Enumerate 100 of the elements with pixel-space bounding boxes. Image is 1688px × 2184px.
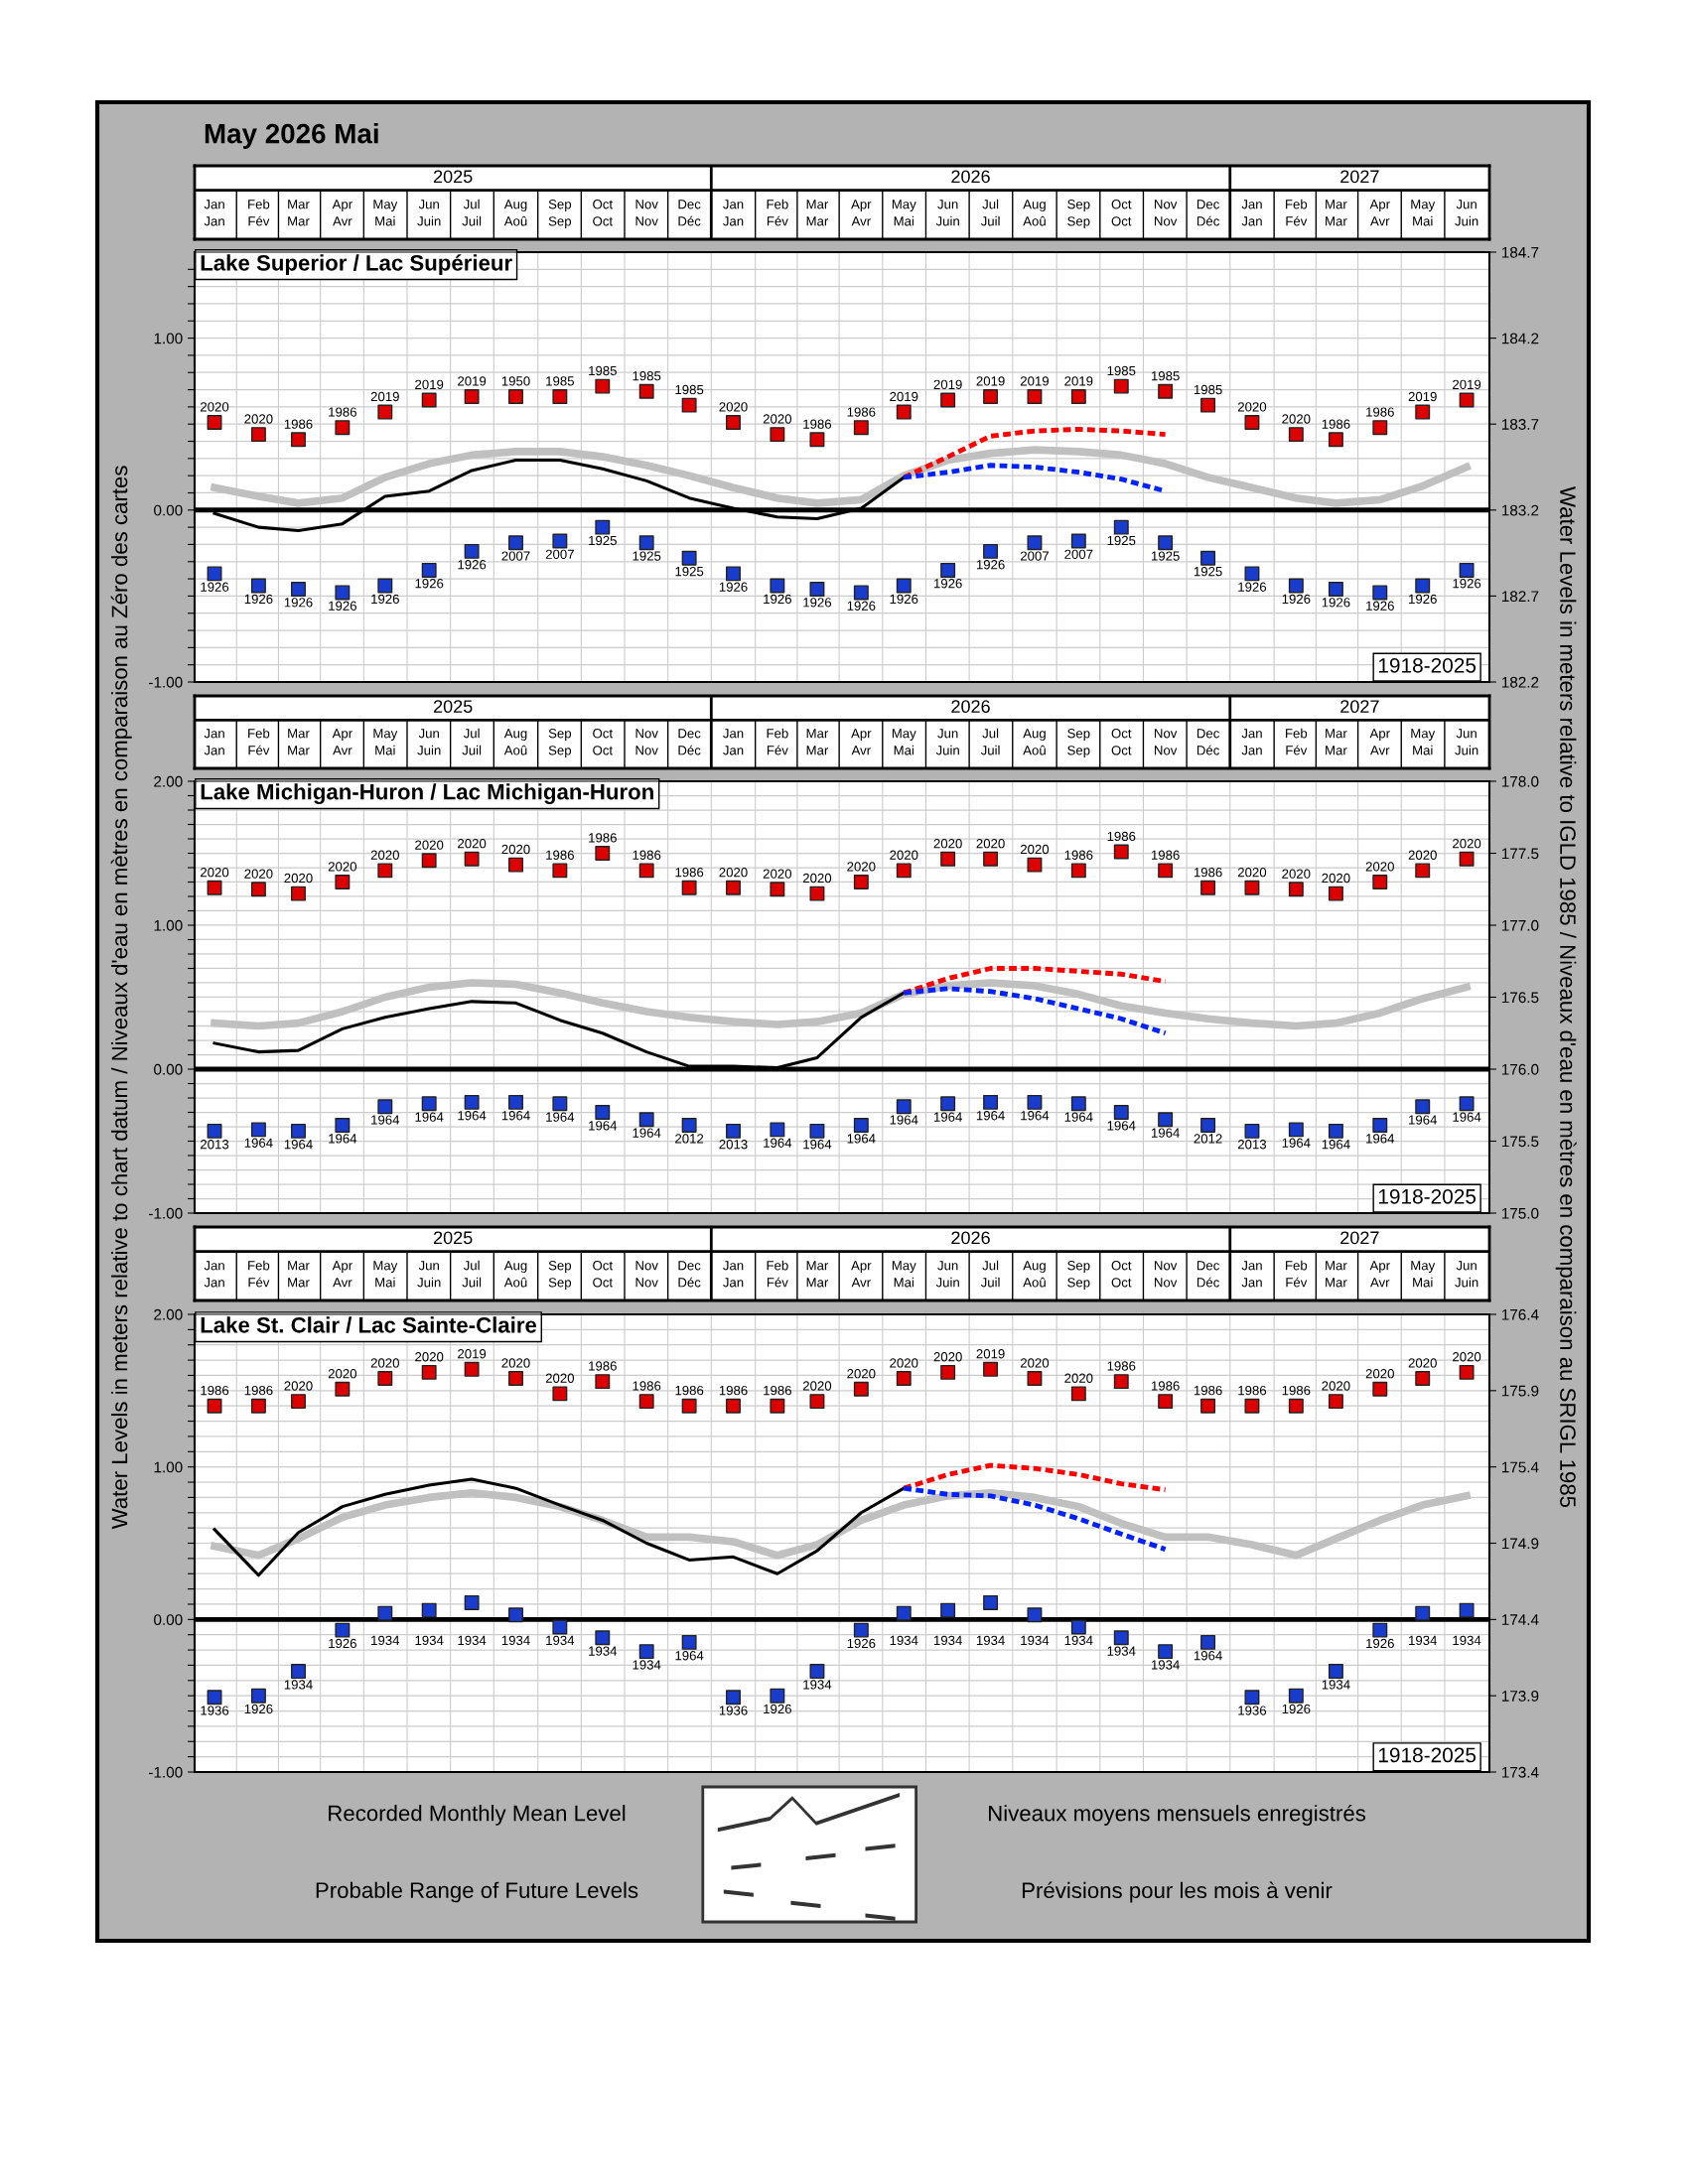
annotation: 1964 [976, 1111, 1005, 1121]
x-tick-label: May Mai [373, 729, 398, 755]
annotation: 1925 [675, 566, 704, 577]
annotation: 2019 [370, 391, 399, 402]
annotation: 1926 [1366, 601, 1394, 611]
annotation: 1926 [284, 598, 313, 608]
x-tick-label: Jun Juin [935, 1261, 959, 1288]
chart-subtitle: Lake Michigan-Huron / Lac Michigan-Huron [201, 783, 653, 804]
annotation: 1964 [1409, 1115, 1438, 1125]
annotation: 1934 [803, 1680, 832, 1690]
annotation: 1918-2025 [1378, 1747, 1477, 1763]
annotation: 2020 [370, 850, 399, 860]
annotation: 1926 [1409, 594, 1437, 605]
annotation: 2007 [501, 551, 530, 561]
y-tick-label: 0.00 [154, 504, 183, 516]
y2-tick-label: 176.5 [1501, 992, 1539, 1004]
x-tick-label: Jan Jan [204, 1261, 224, 1288]
annotation: 1926 [1282, 594, 1311, 605]
x-tick-label: Feb Fév [767, 199, 788, 226]
annotation: 1985 [1194, 384, 1222, 395]
y2-tick-label: 176.0 [1501, 1063, 1539, 1075]
annotation: 1926 [847, 1638, 876, 1649]
annotation: 1986 [329, 407, 356, 417]
x-tick-label: May Mai [892, 1261, 916, 1288]
annotation: 1986 [201, 1385, 229, 1396]
annotation: 2020 [1020, 844, 1050, 855]
annotation: 1964 [675, 1651, 704, 1661]
text: 2026 [951, 700, 990, 714]
y-tick-label: -1.00 [149, 1766, 183, 1778]
y-tick-label: 2.00 [154, 775, 183, 787]
annotation: 2013 [201, 1140, 229, 1150]
text: Probable Range of Future Levels [316, 1881, 638, 1903]
x-tick-label: May Mai [373, 200, 398, 226]
annotation: 2020 [458, 839, 487, 849]
x-tick-label: Apr Avr [332, 200, 352, 226]
x-tick-label: Mar Mar [1326, 1261, 1347, 1288]
x-tick-label: Mar Mar [806, 729, 829, 755]
annotation: 2020 [847, 862, 876, 872]
annotation: 1926 [458, 560, 487, 570]
x-tick-label: Mar Mar [288, 1261, 310, 1288]
annotation: 2020 [1020, 1358, 1050, 1368]
annotation: 2020 [890, 850, 918, 860]
text: Niveaux moyens mensuels enregistrés [989, 1804, 1366, 1826]
annotation: 1964 [244, 1138, 273, 1148]
annotation: 2020 [501, 844, 530, 855]
x-tick-label: Apr Avr [1369, 729, 1390, 755]
annotation: 1925 [1107, 535, 1136, 546]
x-tick-label: Dec Déc [678, 729, 701, 755]
x-tick-label: Nov Nov [1154, 1261, 1178, 1288]
text: 2027 [1340, 1231, 1379, 1245]
annotation: 2020 [545, 1373, 575, 1383]
annotation: 1926 [329, 601, 356, 611]
annotation: 1934 [976, 1635, 1005, 1646]
annotation: 1985 [675, 384, 704, 395]
annotation: 2020 [201, 868, 229, 878]
annotation: 1986 [589, 1361, 617, 1371]
x-tick-label: Dec Déc [678, 200, 701, 226]
annotation: 2020 [415, 840, 444, 850]
x-tick-label: Apr Avr [1369, 1261, 1390, 1288]
y-tick-label: 1.00 [154, 1461, 183, 1473]
y2-tick-label: 182.2 [1501, 676, 1539, 688]
annotation: 1986 [589, 833, 617, 843]
annotation: 1985 [1107, 365, 1136, 376]
annotation: 1985 [633, 371, 661, 381]
annotation: 2020 [763, 414, 792, 424]
x-tick-label: Mar Mar [288, 729, 310, 755]
x-tick-label: Jul Juil [980, 728, 1000, 755]
annotation: 2020 [284, 873, 313, 884]
x-tick-label: Oct Oct [593, 200, 613, 226]
annotation: 2020 [328, 862, 357, 872]
annotation: 1964 [633, 1128, 661, 1138]
x-tick-label: May Mai [892, 200, 916, 226]
annotation: 1964 [1194, 1651, 1222, 1661]
annotation: 2020 [802, 1381, 832, 1391]
y2-tick-label: 174.9 [1501, 1538, 1539, 1550]
annotation: 1964 [1107, 1121, 1136, 1131]
y-axis-title: Water Levels in meters relative to chart datum / Niveaux d'eau en mètres en comparaison au Zéro des cartes [110, 466, 132, 1530]
annotation: 1986 [803, 419, 832, 429]
text: Recorded Monthly Mean Level [329, 1805, 626, 1826]
annotation: 2020 [415, 1352, 444, 1362]
annotation: 1918-2025 [1378, 1188, 1477, 1204]
annotation: 1964 [589, 1121, 618, 1131]
annotation: 1985 [1151, 371, 1180, 381]
annotation: 1986 [284, 419, 313, 429]
y-tick-label: 0.00 [154, 1063, 183, 1075]
annotation: 2020 [1365, 862, 1394, 872]
annotation: 1985 [546, 376, 574, 386]
annotation: 1964 [933, 1112, 962, 1122]
annotation: 2020 [1408, 1358, 1437, 1368]
annotation: 1964 [1322, 1140, 1350, 1150]
annotation: 1926 [1282, 1704, 1311, 1714]
annotation: 1925 [589, 535, 617, 546]
x-tick-label: Nov Nov [635, 200, 658, 226]
chart-subtitle: Lake Superior / Lac Supérieur [201, 254, 512, 276]
annotation: 1934 [1064, 1635, 1093, 1646]
annotation: 1964 [890, 1115, 918, 1125]
annotation: 2020 [1237, 402, 1267, 412]
annotation: 1926 [847, 601, 876, 611]
annotation: 1925 [1194, 566, 1222, 577]
annotation: 2020 [719, 868, 748, 878]
